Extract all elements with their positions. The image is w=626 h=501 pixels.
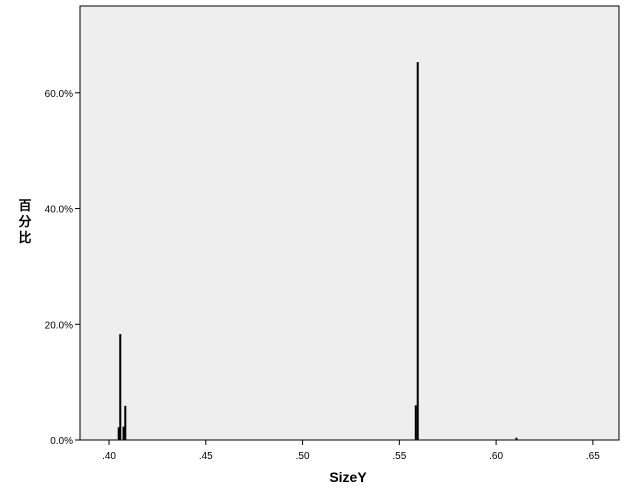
bar <box>416 62 419 440</box>
y-axis-title: 百分比 <box>18 199 31 246</box>
x-tick-label: .50 <box>296 451 310 462</box>
plot-area <box>79 5 620 441</box>
x-axis-ticks: .40 .45 .50 .55 .60 .65 <box>102 440 600 462</box>
y-axis-title-char: 比 <box>18 230 31 246</box>
bar <box>515 437 518 440</box>
y-axis-ticks: 0.0% 20.0% 40.0% 60.0% <box>45 89 80 447</box>
bars-group <box>117 62 518 440</box>
y-axis-title-char: 分 <box>18 214 31 230</box>
bar <box>124 405 127 440</box>
x-tick-label: .55 <box>392 451 406 462</box>
bar <box>122 426 125 440</box>
y-tick-label: 0.0% <box>50 436 73 447</box>
bar <box>119 334 122 440</box>
x-tick-label: .60 <box>489 451 503 462</box>
bar <box>117 427 120 440</box>
x-tick-label: .65 <box>586 451 600 462</box>
bar <box>414 405 417 440</box>
y-tick-label: 20.0% <box>45 320 73 331</box>
y-tick-label: 60.0% <box>45 89 73 100</box>
x-tick-label: .45 <box>199 451 213 462</box>
x-axis-title: SizeY <box>329 469 367 485</box>
x-tick-label: .40 <box>102 451 116 462</box>
y-tick-label: 40.0% <box>45 205 73 216</box>
y-axis-title-char: 百 <box>18 199 31 214</box>
